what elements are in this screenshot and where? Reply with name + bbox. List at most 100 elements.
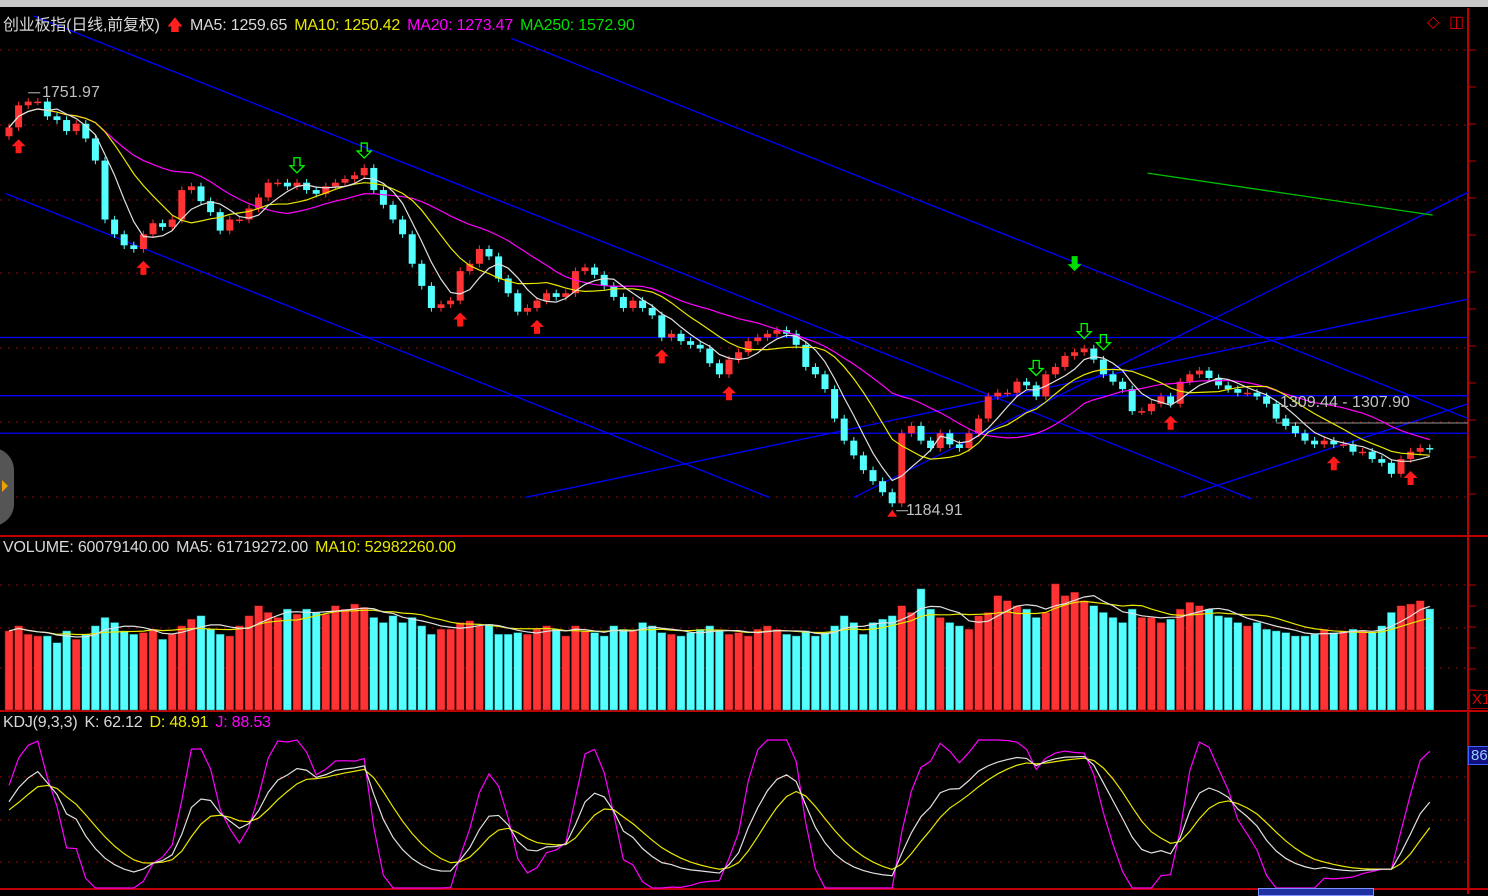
volume-bar xyxy=(916,588,926,711)
candle xyxy=(1051,366,1059,375)
high-price-label: 1751.97 xyxy=(42,84,100,101)
volume-bar xyxy=(4,630,14,711)
candle xyxy=(1426,448,1434,450)
ma10-line xyxy=(8,108,1430,460)
candle xyxy=(418,263,426,286)
volume-bar xyxy=(887,615,897,711)
ma5-value: MA5: 1259.65 xyxy=(189,17,288,34)
volume-bar xyxy=(868,622,878,711)
candle xyxy=(111,219,119,235)
volume-bar xyxy=(523,634,532,711)
side-panel-toggle[interactable] xyxy=(0,448,14,526)
red-up-arrow-icon xyxy=(1326,456,1341,471)
candle xyxy=(543,293,551,301)
volume-bar xyxy=(1367,632,1377,711)
volume-bar xyxy=(571,625,580,711)
volume-bar xyxy=(532,629,542,711)
candle xyxy=(879,481,887,493)
volume-bar xyxy=(455,622,465,711)
candle xyxy=(1205,370,1213,379)
volume-bar xyxy=(1195,605,1204,711)
volume-bar xyxy=(225,635,235,711)
volume-bar xyxy=(1099,612,1108,711)
candle xyxy=(475,249,483,264)
red-up-arrow-icon xyxy=(722,386,736,401)
volume-bar xyxy=(494,634,503,711)
date-cursor-box xyxy=(1258,888,1374,896)
candle xyxy=(1061,355,1069,367)
candle xyxy=(1032,385,1040,397)
candle xyxy=(456,271,464,301)
volume-bar xyxy=(1108,617,1118,711)
candle xyxy=(773,330,781,334)
volume-bar xyxy=(811,635,820,711)
volume-bar xyxy=(158,639,167,711)
candle xyxy=(610,285,618,297)
candle xyxy=(255,197,263,209)
volume-bar xyxy=(849,622,859,711)
volume-bar xyxy=(1406,603,1415,711)
green-down-arrow-icon xyxy=(288,157,306,174)
volume-bar xyxy=(1041,612,1051,711)
red-up-arrow-icon xyxy=(654,349,669,364)
volume-bar xyxy=(839,615,849,711)
candle xyxy=(1215,378,1223,386)
diamond-icon[interactable]: ◇ xyxy=(1427,14,1440,31)
volume-bar xyxy=(791,635,801,711)
candle xyxy=(936,433,944,449)
candle xyxy=(504,278,512,294)
volume-bar xyxy=(926,608,935,711)
candle xyxy=(1378,459,1386,463)
volume-bar xyxy=(196,615,206,711)
volume-bar xyxy=(628,630,638,711)
trendline xyxy=(510,37,1469,420)
volume-bar xyxy=(484,623,494,711)
candle xyxy=(1407,451,1415,460)
volume-bar xyxy=(119,630,129,711)
volume-bar xyxy=(1310,634,1319,711)
volume-bar xyxy=(359,607,369,711)
volume-bar xyxy=(513,632,523,711)
volume-bar xyxy=(1118,622,1127,711)
candle xyxy=(341,178,349,183)
ma5-line xyxy=(8,108,1430,482)
kdj-j-value: J: 88.53 xyxy=(215,714,271,731)
candle xyxy=(831,389,839,419)
candle xyxy=(888,492,896,504)
volume-bar xyxy=(820,632,830,711)
candle xyxy=(600,274,608,286)
volume-bar xyxy=(177,625,187,711)
low-price-label: 1184.91 xyxy=(906,502,963,519)
kdj-d-value: D: 48.91 xyxy=(149,714,209,731)
volume-bar xyxy=(638,622,647,711)
volume-bar xyxy=(167,634,177,711)
candle xyxy=(1138,411,1146,413)
candle xyxy=(178,190,186,220)
volume-bar xyxy=(81,634,91,711)
window-split-icon[interactable]: ◫ xyxy=(1449,14,1465,31)
trendline xyxy=(525,298,1469,499)
volume-bar xyxy=(1051,583,1060,711)
red-up-arrow-icon xyxy=(453,312,468,327)
volume-bar xyxy=(1137,617,1147,711)
volume-bar xyxy=(1377,625,1387,711)
candle xyxy=(1320,440,1328,445)
ma20-value: MA20: 1273.47 xyxy=(407,17,514,34)
volume-bar xyxy=(1271,630,1281,711)
volume-bar xyxy=(590,632,599,711)
candle xyxy=(1195,370,1203,375)
candle xyxy=(1186,374,1194,382)
candle xyxy=(1176,381,1184,404)
volume-bar xyxy=(1348,629,1358,711)
volume-bar xyxy=(724,634,734,711)
volume-bar xyxy=(935,617,945,711)
candle xyxy=(735,352,743,360)
volume-bar xyxy=(331,605,340,711)
volume-bar xyxy=(964,629,974,711)
ma10-value: MA10: 1250.42 xyxy=(294,17,401,34)
volume-bar xyxy=(129,634,139,711)
candle xyxy=(1272,403,1280,419)
candle xyxy=(581,267,589,272)
volume-bar xyxy=(1070,592,1079,711)
